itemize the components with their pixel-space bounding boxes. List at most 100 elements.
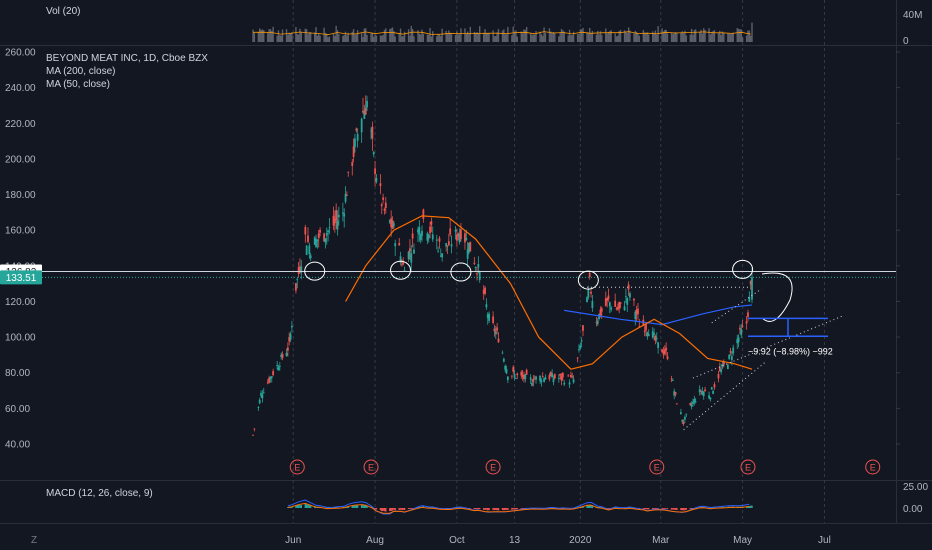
candle-body[interactable] (410, 253, 413, 263)
candle-body[interactable] (709, 397, 712, 400)
candle-body[interactable] (392, 223, 395, 227)
candle-body[interactable] (352, 146, 355, 157)
candle-body[interactable] (576, 357, 579, 359)
candle-body[interactable] (740, 328, 743, 336)
candle-body[interactable] (380, 204, 383, 207)
candle-body[interactable] (599, 309, 602, 317)
candle-body[interactable] (476, 273, 478, 275)
candle-body[interactable] (364, 107, 367, 115)
candle-body[interactable] (616, 307, 619, 310)
candle-body[interactable] (281, 353, 284, 358)
candle-body[interactable] (653, 333, 655, 335)
candle-body[interactable] (638, 325, 641, 327)
candle-body[interactable] (400, 264, 403, 266)
candle-body[interactable] (590, 291, 592, 294)
candle-body[interactable] (417, 229, 419, 233)
candle-body[interactable] (662, 351, 665, 355)
annotation-circle[interactable] (304, 261, 326, 281)
candle-body[interactable] (712, 391, 714, 394)
earnings-marker[interactable] (485, 459, 501, 475)
candle-body[interactable] (570, 374, 572, 378)
candle-body[interactable] (596, 320, 599, 325)
candle-body[interactable] (525, 369, 528, 375)
candle-body[interactable] (544, 377, 547, 380)
candle-body[interactable] (619, 302, 622, 304)
candle-body[interactable] (600, 308, 603, 312)
candle-body[interactable] (571, 376, 574, 378)
candle-body[interactable] (492, 316, 495, 324)
candle-body[interactable] (379, 183, 382, 187)
candle-body[interactable] (421, 230, 423, 236)
candle-body[interactable] (741, 325, 744, 327)
candle-body[interactable] (374, 168, 376, 175)
candle-body[interactable] (671, 380, 674, 381)
candle-body[interactable] (635, 309, 638, 315)
candle-body[interactable] (540, 380, 543, 383)
candle-body[interactable] (582, 325, 584, 331)
candle-body[interactable] (645, 324, 647, 331)
candle-body[interactable] (324, 238, 327, 243)
annotation-circle[interactable] (390, 260, 412, 280)
candle-body[interactable] (710, 387, 713, 390)
candle-body[interactable] (626, 297, 629, 305)
candle-body[interactable] (739, 327, 741, 330)
candle-body[interactable] (539, 375, 541, 381)
candle-body[interactable] (435, 239, 438, 241)
candle-body[interactable] (625, 296, 627, 297)
candle-body[interactable] (529, 377, 532, 380)
candle-body[interactable] (371, 126, 374, 139)
candle-body[interactable] (325, 233, 328, 236)
candle-body[interactable] (496, 327, 499, 331)
earnings-marker[interactable] (740, 459, 756, 475)
earnings-marker[interactable] (865, 459, 881, 475)
candle-body[interactable] (615, 308, 618, 310)
candle-body[interactable] (633, 298, 635, 301)
candle-body[interactable] (478, 271, 481, 281)
candle-body[interactable] (685, 413, 688, 415)
candle-body[interactable] (449, 228, 452, 235)
candle-body[interactable] (747, 312, 749, 317)
candle-body[interactable] (285, 352, 288, 357)
candle-body[interactable] (430, 221, 433, 225)
candle-body[interactable] (751, 277, 753, 300)
candle-body[interactable] (266, 382, 269, 384)
candle-body[interactable] (655, 338, 658, 340)
candle-body[interactable] (328, 227, 331, 229)
candle-body[interactable] (257, 407, 260, 408)
earnings-marker[interactable] (289, 459, 305, 475)
candle-body[interactable] (316, 239, 319, 242)
candle-body[interactable] (523, 375, 525, 379)
candle-body[interactable] (272, 371, 275, 376)
candle-body[interactable] (355, 128, 358, 131)
candle-body[interactable] (494, 331, 497, 334)
candle-body[interactable] (309, 255, 312, 259)
candle-body[interactable] (623, 306, 626, 311)
candle-body[interactable] (362, 110, 364, 113)
candle-body[interactable] (296, 278, 299, 280)
candle-body[interactable] (337, 214, 340, 218)
candle-body[interactable] (512, 367, 515, 372)
candle-body[interactable] (689, 403, 692, 405)
candle-body[interactable] (351, 161, 354, 167)
candle-body[interactable] (295, 283, 297, 291)
candle-body[interactable] (261, 394, 264, 399)
candle-body[interactable] (485, 304, 488, 308)
candle-body[interactable] (607, 295, 610, 300)
candle-body[interactable] (394, 243, 397, 247)
candle-body[interactable] (578, 349, 580, 351)
candle-body[interactable] (469, 241, 472, 252)
candle-body[interactable] (390, 218, 393, 228)
candle-body[interactable] (646, 332, 649, 337)
candle-body[interactable] (561, 372, 564, 378)
candle-body[interactable] (474, 267, 477, 268)
candle-body[interactable] (363, 110, 366, 119)
candle-body[interactable] (370, 130, 372, 132)
candle-body[interactable] (730, 356, 733, 360)
candle-body[interactable] (521, 374, 524, 378)
candle-body[interactable] (604, 298, 607, 306)
candle-body[interactable] (580, 340, 583, 342)
candle-body[interactable] (468, 242, 470, 253)
candle-body[interactable] (411, 233, 414, 239)
candle-body[interactable] (680, 412, 682, 415)
